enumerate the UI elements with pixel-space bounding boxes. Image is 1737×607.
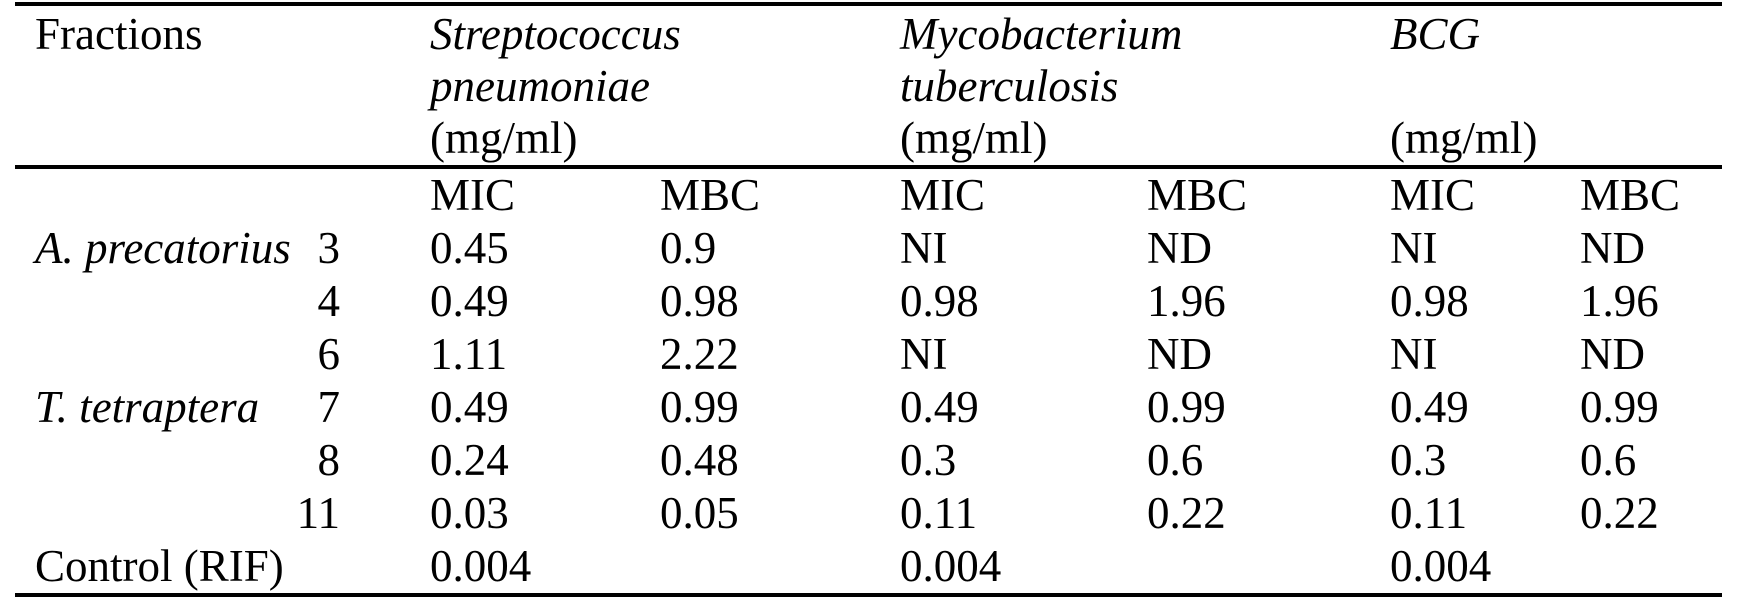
table-row-fraction-8: 8 0.24 0.48 0.3 0.6 0.3 0.6 [15,434,1722,487]
mbc-value-cell: 0.6 [1147,435,1204,485]
fraction-number-cell: 11 [296,488,341,538]
mic-value-cell: 0.004 [1390,541,1492,591]
organism-header-bcg: BCG (mg/ml) [1300,4,1723,169]
mbc-value-cell: 0.05 [660,488,739,538]
mbc-value-cell: 0.6 [1580,435,1637,485]
mbc-value-cell [570,540,810,595]
organism-header-row: Fractions Streptococcus pneumoniae (mg/m… [15,4,1723,169]
table-row-fraction-3: A. precatorius 3 0.45 0.9 NI ND NI ND [15,222,1722,275]
mbc-value-cell: 0.22 [1147,488,1226,538]
mic-value-cell: 0.49 [1390,382,1469,432]
mbc-value-cell: 1.96 [1147,276,1226,326]
mbc-value-cell: 0.99 [1580,382,1659,432]
subheader-mic: MIC [900,170,986,220]
mic-value-cell: NI [900,223,948,273]
table-row-control-rif: Control (RIF) 0.004 0.004 0.004 [15,540,1722,595]
mic-value-cell: 0.49 [430,276,509,326]
mbc-value-cell: ND [1147,223,1213,273]
mic-value-cell: NI [1390,329,1438,379]
table-row-fraction-11: 11 0.03 0.05 0.11 0.22 0.11 0.22 [15,487,1722,540]
mic-mbc-results-table: Fractions Streptococcus pneumoniae (mg/m… [15,2,1723,597]
subheader-mic: MIC [1390,170,1476,220]
mic-value-cell: 0.3 [1390,435,1447,485]
fraction-number-cell: 6 [317,329,341,379]
subheader-mbc: MBC [660,170,761,220]
mic-value-cell: 0.3 [900,435,957,485]
mic-value-cell: 0.03 [430,488,509,538]
mic-value-cell: 0.004 [430,541,532,591]
mbc-value-cell [1057,540,1300,595]
fraction-number-cell: 3 [317,223,341,273]
mic-value-cell: 0.24 [430,435,509,485]
mic-value-cell: 0.49 [430,382,509,432]
subheader-mic: MIC [430,170,516,220]
fraction-number-cell: 7 [317,382,341,432]
mic-mbc-subheader-row: MIC MBC MIC MBC MIC MBC [15,167,1722,222]
subheader-mbc: MBC [1147,170,1248,220]
organism-name-line1: BCG [1390,9,1481,59]
group-label-cell: A. precatorius [35,223,291,273]
subheader-mbc: MBC [1580,170,1681,220]
organism-unit-label: (mg/ml) [430,113,578,163]
mbc-value-cell: ND [1147,329,1213,379]
organism-name-line1: Mycobacterium [900,9,1183,59]
group-label-cell [15,434,280,487]
fraction-number-cell [280,540,340,595]
mbc-value-cell: 0.9 [660,223,717,273]
organism-header-s-pneumoniae: Streptococcus pneumoniae (mg/ml) [340,4,811,169]
mbc-value-cell: 0.48 [660,435,739,485]
mic-value-cell: 0.45 [430,223,509,273]
fractions-header-label: Fractions [35,9,203,59]
organism-header-m-tuberculosis: Mycobacterium tuberculosis (mg/ml) [810,4,1301,169]
group-label-cell [15,275,280,328]
mbc-value-cell: 2.22 [660,329,739,379]
mic-value-cell: 0.49 [900,382,979,432]
mbc-value-cell: 0.98 [660,276,739,326]
mbc-value-cell: ND [1580,329,1646,379]
fraction-number-cell: 8 [317,435,341,485]
organism-unit-label: (mg/ml) [900,113,1048,163]
group-label-cell: T. tetraptera [35,382,260,432]
mic-value-cell: 0.11 [1390,488,1468,538]
table-row-fraction-6: 6 1.11 2.22 NI ND NI ND [15,328,1722,381]
mic-value-cell: NI [900,329,948,379]
organism-name-line2 [1390,60,1722,112]
mic-value-cell: NI [1390,223,1438,273]
mbc-value-cell: 0.22 [1580,488,1659,538]
mic-value-cell: 0.98 [900,276,979,326]
table-row-fraction-4: 4 0.49 0.98 0.98 1.96 0.98 1.96 [15,275,1722,328]
group-label-cell [15,328,280,381]
mbc-value-cell: ND [1580,223,1646,273]
mic-value-cell: 0.11 [900,488,978,538]
organism-name-line2: tuberculosis [900,61,1119,111]
subheader-spacer [15,167,340,222]
mbc-value-cell: 0.99 [1147,382,1226,432]
group-label-cell [15,487,280,540]
organism-unit-label: (mg/ml) [1390,113,1538,163]
mbc-value-cell [1490,540,1722,595]
fractions-header-cell: Fractions [15,4,341,169]
organism-name-line2: pneumoniae [430,61,650,111]
fraction-number-cell: 4 [317,276,341,326]
organism-name-line1: Streptococcus [430,9,681,59]
mbc-value-cell: 1.96 [1580,276,1659,326]
mic-value-cell: 1.11 [430,329,508,379]
table-row-fraction-7: T. tetraptera 7 0.49 0.99 0.49 0.99 0.49… [15,381,1722,434]
group-label-cell: Control (RIF) [35,541,284,591]
mbc-value-cell: 0.99 [660,382,739,432]
mic-value-cell: 0.98 [1390,276,1469,326]
mic-value-cell: 0.004 [900,541,1002,591]
